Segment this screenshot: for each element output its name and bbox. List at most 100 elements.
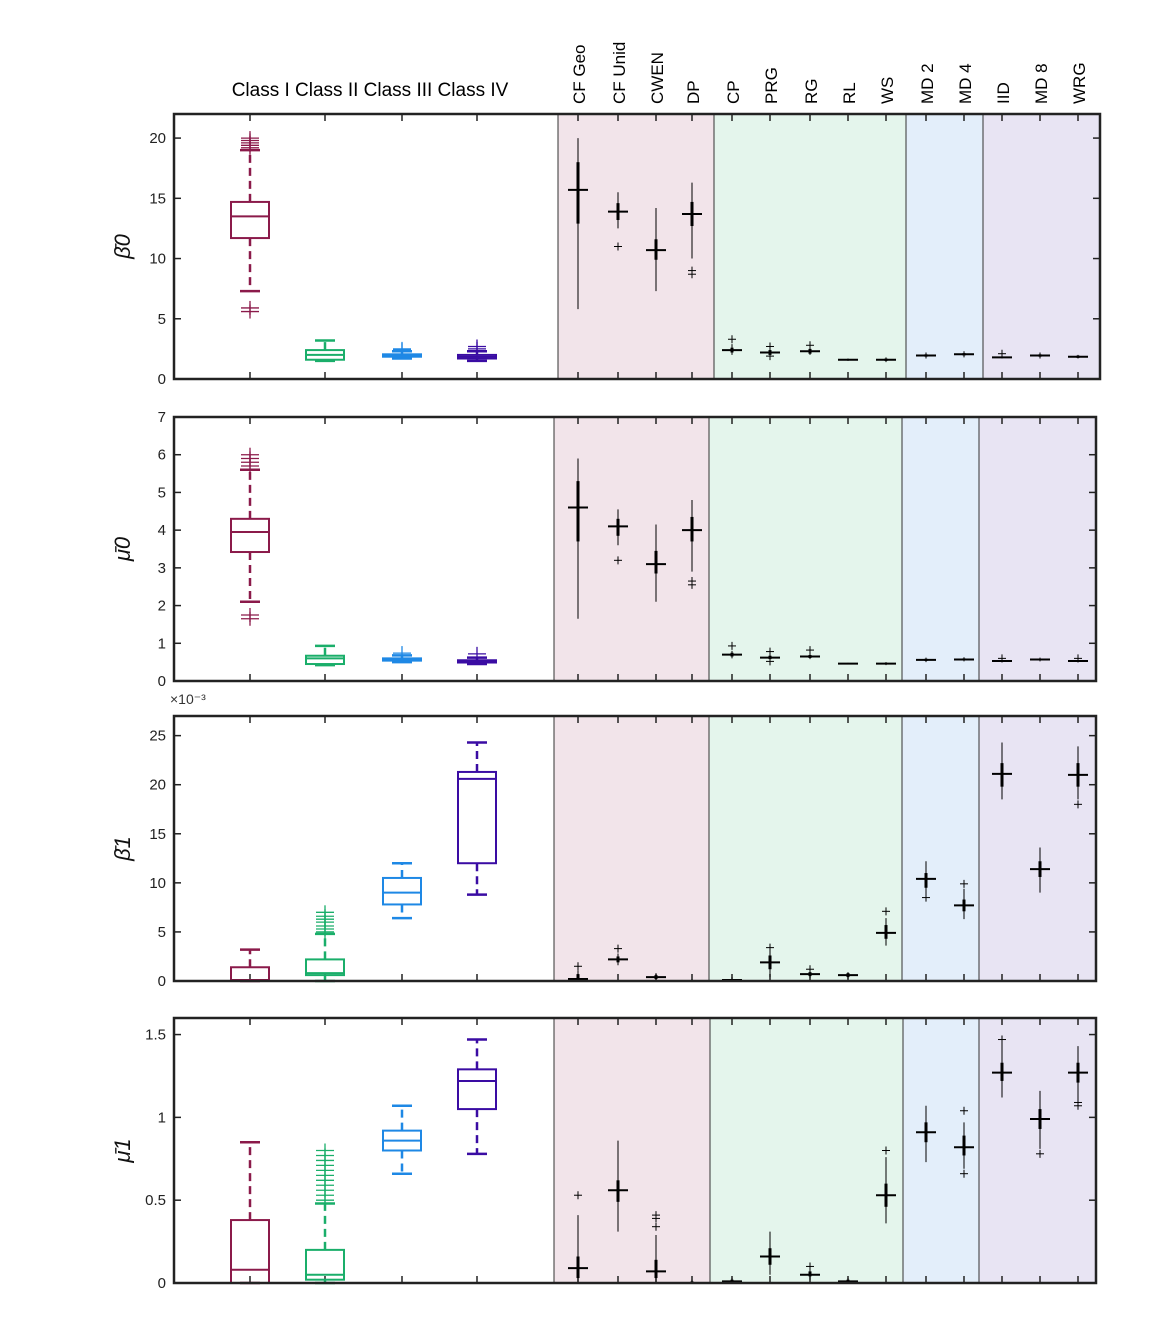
method-headers: CF Geo CF Unid CWEN DP CP PRG RG RL WS MD 2 MD 4 II… [570,42,1089,104]
y-tick-label: 0 [158,673,166,690]
panel-1: 0 5 10 15 20 β̄0 [110,112,1102,388]
method-box-md-2 [916,352,936,359]
method-header-iid: IID [994,82,1013,104]
y-tick-label: 10 [149,875,166,892]
method-box-cf-unid [608,192,628,251]
method-box-ws [876,907,896,946]
box-iqr [382,876,422,906]
group-shading-3 [902,716,979,981]
method-box-ws [876,1146,896,1224]
y-tick-label: 1.5 [145,1027,166,1044]
y-tick-label: 5 [158,311,166,328]
box-iqr [230,200,270,240]
group-shading-4 [979,1018,1096,1283]
y-tick-label: 10 [149,251,166,268]
method-box-cwen [646,1211,666,1283]
box-class-iv [457,741,497,896]
group-shading-4 [979,716,1096,981]
y-axis-label: β̄0 [110,233,135,260]
method-box-prg [760,647,780,666]
method-box-md-8 [1030,847,1050,893]
group-shading-1 [554,1018,710,1283]
method-header-prg: PRG [762,67,781,104]
y-tick-label: 15 [149,190,166,207]
y-tick-label: 20 [149,777,166,794]
method-box-rg [800,341,820,355]
box-class-ii [305,339,345,363]
method-header-cf-unid: CF Unid [610,42,629,104]
method-box-md-2 [916,657,936,663]
method-box-cf-geo [568,138,588,310]
panels: 05101520β̄001234567μ̄00510152025β̄1×10⁻³… [110,112,1102,1292]
group-shading-3 [903,1018,979,1283]
method-box-md-4 [954,657,974,662]
group-shading-4 [979,417,1096,681]
method-box-rg [800,646,820,660]
method-box-dp [682,499,702,589]
method-header-rg: RG [802,79,821,105]
y-tick-label: 0 [158,371,166,388]
group-shading-2 [710,1018,903,1283]
method-header-cf-geo: CF Geo [570,44,589,104]
box-class-i [230,131,270,319]
group-shading-4 [983,114,1100,379]
panel-frame [172,1016,1098,1285]
y-tick-label: 20 [149,130,166,147]
y-tick-label: 6 [158,447,166,464]
method-header-wrg: WRG [1070,62,1089,104]
box-iqr [457,770,497,865]
method-box-cf-unid [608,944,628,966]
y-axis-label: β̄1 [110,836,135,862]
method-box-prg [760,1231,780,1275]
method-box-iid [992,349,1012,359]
method-box-rl [838,662,858,665]
group-shading-3 [902,417,979,681]
y-tick-label: 4 [158,522,166,539]
method-box-md-2 [916,1105,936,1163]
method-box-prg [760,943,780,978]
method-box-prg [760,342,780,361]
box-class-iii [382,341,422,360]
method-box-md-8 [1030,657,1050,662]
method-box-ws [876,662,896,666]
y-tick-label: 3 [158,560,166,577]
method-box-cwen [646,524,666,602]
panel-frame [172,112,1102,381]
y-tick-label: 1 [158,1109,166,1126]
y-tick-label: 0 [158,1275,166,1292]
panel-3: 0 5 10 15 20 25 β̄1 ×10⁻³ [110,691,1098,990]
method-header-rl: RL [840,82,859,104]
method-box-wrg [1068,1046,1088,1110]
box-iqr [305,958,345,977]
group-shading-2 [714,114,906,379]
y-tick-label: 2 [158,598,166,615]
box-class-i [230,447,270,626]
method-box-md-8 [1030,352,1050,359]
y-tick-label: 5 [158,924,166,941]
method-box-iid [992,742,1012,800]
y-tick-label: 0.5 [145,1192,166,1209]
panel-4: 0 0.5 1 1.5 μ̄1 [110,1016,1098,1292]
box-class-ii [305,1143,345,1285]
method-box-cf-geo [568,1191,588,1283]
y-tick-label: 7 [158,409,166,426]
method-box-rg [800,965,820,979]
panel-frame [172,714,1098,983]
method-header-cwen: CWEN [648,52,667,104]
method-box-cwen [646,973,666,981]
method-header-cp: CP [724,80,743,104]
box-class-i [230,1140,270,1285]
method-box-cf-geo [568,458,588,619]
method-box-iid [992,654,1012,663]
method-box-rl [838,972,858,980]
y-tick-label: 5 [158,484,166,501]
box-iqr [305,654,345,666]
method-box-rl [838,358,858,361]
class-header-label: Class I Class II Class III Class IV [232,80,509,101]
method-box-rg [800,1262,820,1280]
method-header-md-8: MD 8 [1032,63,1051,104]
y-tick-label: 25 [149,728,166,745]
method-box-md-4 [954,879,974,920]
method-box-md-2 [916,861,936,902]
method-box-wrg [1068,654,1088,663]
